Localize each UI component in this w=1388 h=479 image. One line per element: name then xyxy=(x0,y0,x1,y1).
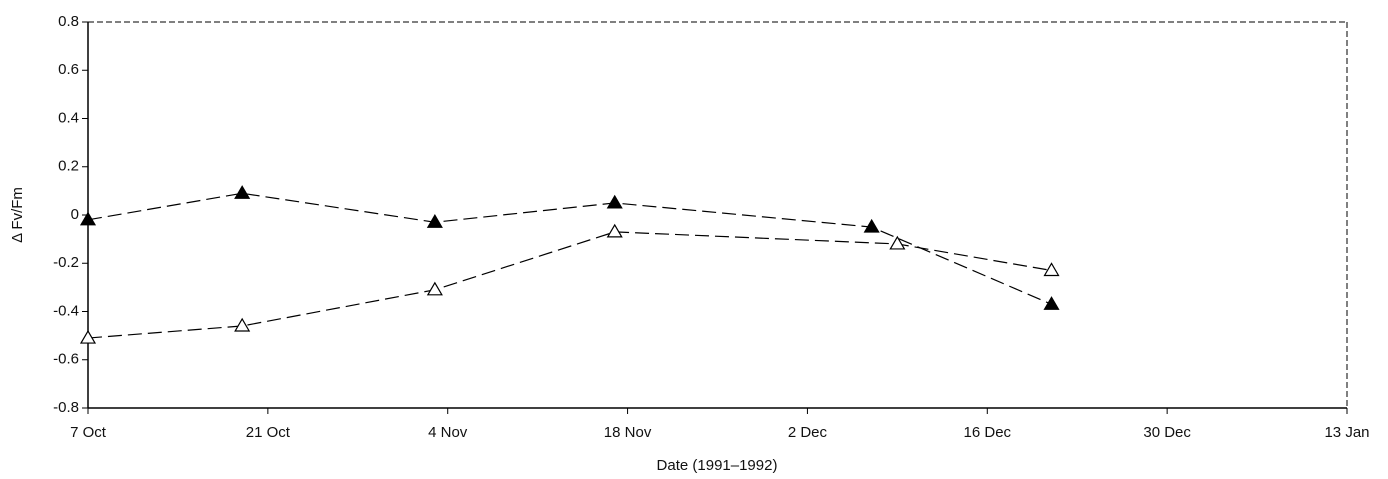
x-tick-label: 21 Oct xyxy=(246,424,291,441)
triangle-marker xyxy=(426,214,443,228)
triangle-marker xyxy=(234,317,251,332)
triangle-marker xyxy=(606,194,623,209)
x-tick-label: 7 Oct xyxy=(70,424,107,441)
y-tick-label: 0 xyxy=(71,206,79,223)
x-tick-label: 30 Dec xyxy=(1143,424,1191,441)
triangle-marker xyxy=(426,281,443,296)
y-tick-label: 0.2 xyxy=(58,158,79,175)
triangle-marker xyxy=(1043,296,1060,310)
x-tick-label: 2 Dec xyxy=(788,424,828,441)
triangle-marker xyxy=(1043,262,1060,277)
y-tick-label: -0.2 xyxy=(53,254,79,271)
series-line xyxy=(87,192,1052,305)
y-tick-label: -0.4 xyxy=(53,302,79,319)
triangle-marker xyxy=(234,185,251,199)
y-tick-label: 0.4 xyxy=(58,109,79,126)
x-tick-label: 4 Nov xyxy=(428,424,468,441)
y-axis-title: Δ Fv/Fm xyxy=(9,187,26,243)
y-tick-label: -0.8 xyxy=(53,399,79,416)
x-tick-label: 18 Nov xyxy=(604,424,652,441)
x-tick-label: 16 Dec xyxy=(964,424,1012,441)
x-axis-title: Date (1991–1992) xyxy=(657,457,778,474)
y-tick-label: -0.6 xyxy=(53,351,79,368)
y-tick-label: 0.6 xyxy=(58,61,79,78)
triangle-marker xyxy=(606,223,623,238)
x-tick-label: 13 Jan xyxy=(1324,424,1369,441)
triangle-marker xyxy=(79,329,97,344)
y-tick-label: 0.8 xyxy=(58,13,79,30)
triangle-marker xyxy=(79,211,97,226)
triangle-marker xyxy=(889,235,906,250)
triangle-marker xyxy=(863,218,880,233)
series-line xyxy=(87,231,1052,339)
